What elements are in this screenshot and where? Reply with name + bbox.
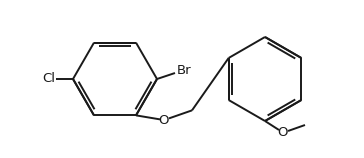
- Text: O: O: [159, 114, 169, 127]
- Text: O: O: [278, 127, 288, 140]
- Text: Cl: Cl: [42, 73, 55, 85]
- Text: Br: Br: [177, 64, 191, 78]
